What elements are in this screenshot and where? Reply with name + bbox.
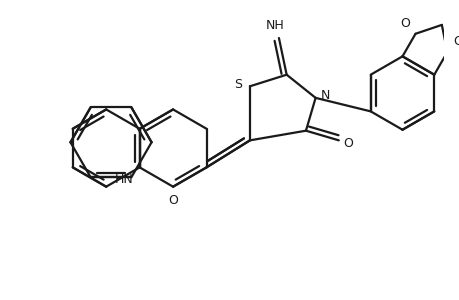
- Text: O: O: [452, 35, 459, 48]
- Text: O: O: [168, 194, 178, 207]
- Text: N: N: [320, 89, 329, 102]
- Text: O: O: [399, 17, 409, 30]
- Text: NH: NH: [265, 19, 284, 32]
- Text: O: O: [343, 137, 353, 150]
- Text: S: S: [234, 78, 242, 91]
- Text: HN: HN: [115, 173, 134, 186]
